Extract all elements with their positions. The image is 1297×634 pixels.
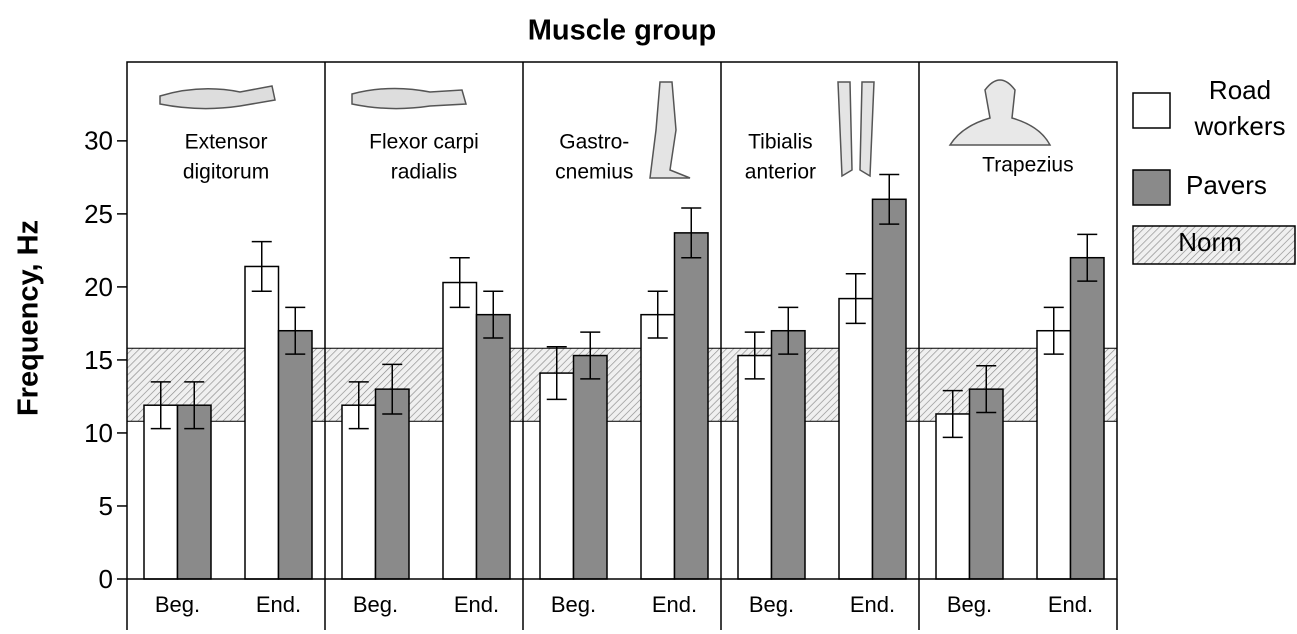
bar [935,413,971,580]
error-bar [546,346,567,401]
error-bar [382,363,403,415]
error-bar [976,365,997,414]
error-bar [184,381,205,430]
bar [442,281,478,580]
group-label: Gastro- [559,131,629,154]
error-bar [744,331,765,380]
group-label: radialis [391,161,458,184]
legend: Road workers Pavers Norm [1132,75,1296,265]
x-tick-label: End. [454,592,499,617]
group-label: digitorum [183,161,269,184]
legend-label: Pavers [1186,170,1267,200]
x-tick-label: Beg. [155,592,200,617]
error-bar [483,290,504,339]
error-bar [778,306,799,355]
y-tick-label: 25 [84,199,113,229]
bar [374,388,410,580]
legend-label: Road workers [1193,75,1285,141]
bar [143,404,179,580]
group-label: Trapezius [982,154,1073,177]
bar [640,313,676,580]
bar [539,372,575,580]
group-label: Extensor [185,131,268,154]
bar [1069,256,1105,580]
bar [838,297,874,580]
bar [968,388,1004,580]
bar [475,313,511,580]
error-bar [251,240,272,293]
group-label: anterior [745,161,816,184]
plot-frame [126,61,1118,580]
y-tick-label: 15 [84,345,113,375]
y-tick-label: 5 [99,491,113,521]
legend-label: Norm [1178,227,1242,257]
bar [1036,329,1072,580]
bar [770,329,806,580]
bar [737,354,773,580]
group-label: Tibialis [748,131,813,154]
bar [277,329,313,580]
y-axis-label: Frequency, Hz [13,220,45,416]
error-bar [1077,233,1098,282]
error-bar [942,389,963,439]
bar [176,404,212,580]
x-tick-label: End. [256,592,301,617]
y-tick-label: 0 [99,564,113,594]
x-tick-label: End. [850,592,895,617]
error-bar [845,273,866,325]
bar [244,265,280,580]
legend-swatch [1132,225,1296,265]
muscle-illustrations [159,79,1052,179]
y-tick-label: 20 [84,272,113,302]
group-label: cnemius [555,161,633,184]
error-bar [580,331,601,380]
error-bar [1043,306,1064,355]
y-tick-label: 10 [84,418,113,448]
chart-title: Muscle group [528,15,717,47]
legend-swatch [1132,169,1171,206]
bar [673,232,709,580]
x-tick-label: Beg. [353,592,398,617]
x-tick-label: Beg. [749,592,794,617]
error-bar [449,256,470,309]
x-tick-label: End. [652,592,697,617]
bar [871,198,907,580]
x-tick-label: Beg. [947,592,992,617]
x-tick-label: End. [1048,592,1093,617]
error-bar [879,173,900,225]
x-tick-label: Beg. [551,592,596,617]
bar [572,354,608,580]
bar [341,404,377,580]
error-bar [348,381,369,430]
error-bar [150,381,171,430]
y-tick-label: 30 [84,126,113,156]
error-bar [285,306,306,355]
group-label: Flexor carpi [369,131,479,154]
error-bar [681,207,702,259]
error-bar [647,290,668,339]
legend-swatch [1132,92,1171,129]
